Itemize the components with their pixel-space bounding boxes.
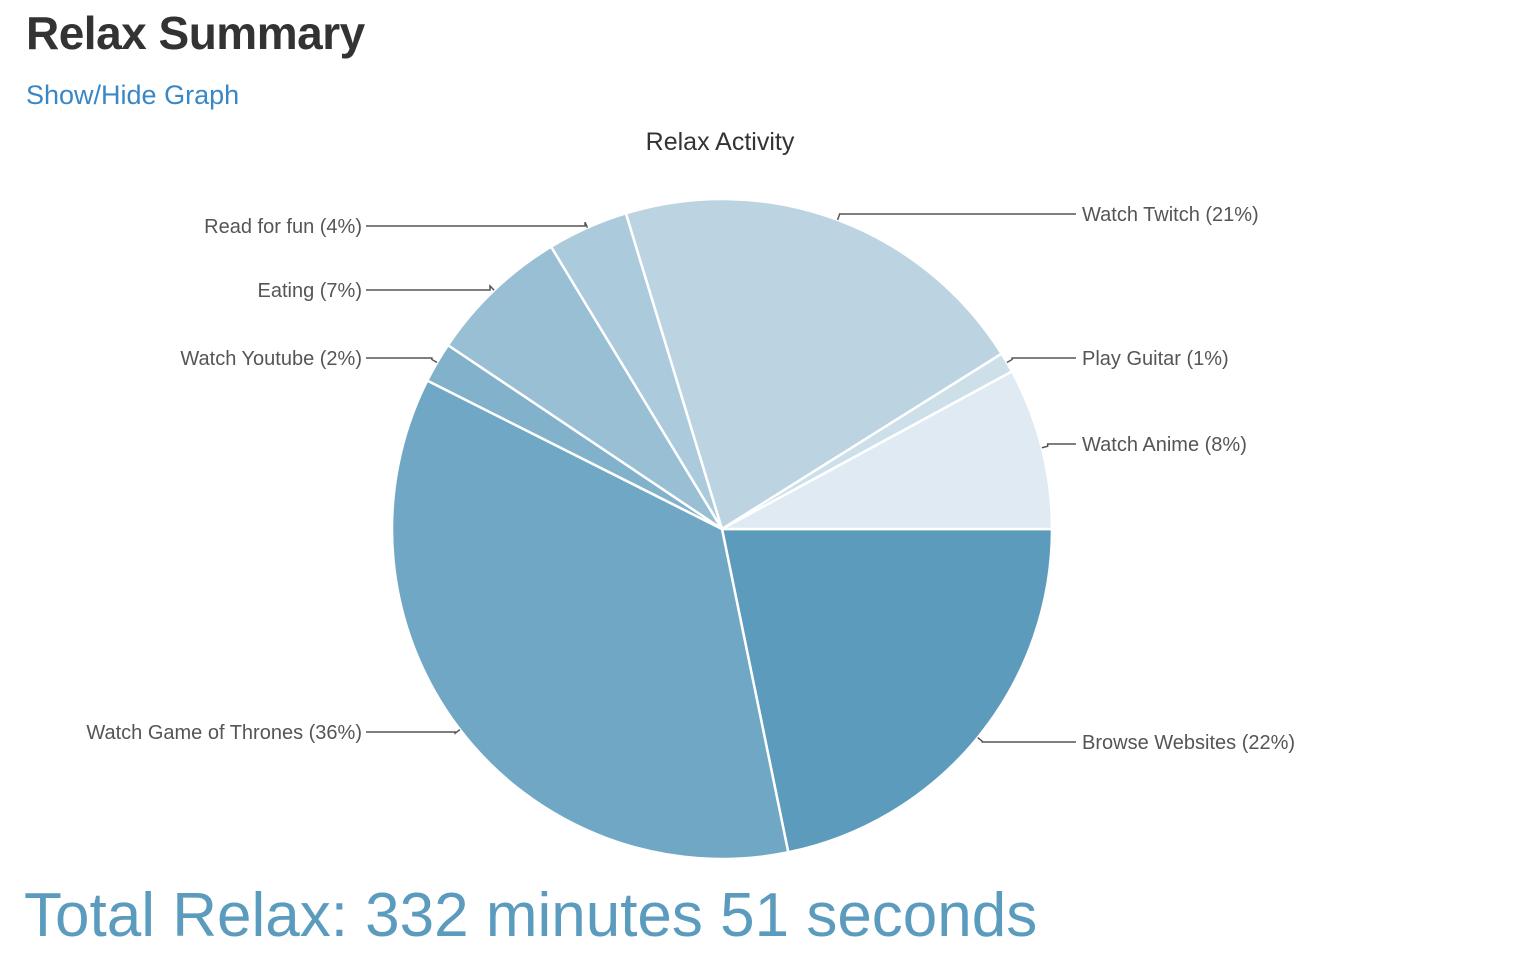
slice-label: Watch Twitch (21%) [1082,204,1259,226]
page-title: Relax Summary [26,7,365,59]
slice-label: Browse Websites (22%) [1082,732,1295,754]
pie-chart-svg: Relax Activity Browse Websites (22%) Watc… [86,128,1295,861]
pie-slice [720,527,1054,854]
label-leader-lines [366,213,1076,743]
slice-label: Watch Youtube (2%) [180,348,362,370]
pie-slice [390,378,790,861]
slice-labels: Browse Websites (22%) Watch Game of Thron… [86,204,1295,754]
slice-label: Watch Anime (8%) [1082,434,1247,456]
pie-slice [624,197,1004,531]
pie-slice [721,369,1054,531]
leader-line [1006,357,1076,364]
total-relax-time: Total Relax: 332 minutes 51 seconds [24,881,1038,950]
chart-title: Relax Activity [646,128,795,156]
leader-line [366,284,495,291]
leader-line [366,221,589,228]
leader-line [1041,443,1076,449]
leader-line [366,728,461,735]
slice-label: Read for fun (4%) [204,216,362,238]
leader-line [977,737,1076,743]
leader-line [366,357,438,364]
show-hide-graph-link[interactable]: Show/Hide Graph [26,80,240,110]
slice-label: Watch Game of Thrones (36%) [86,722,362,744]
slice-label: Play Guitar (1%) [1082,348,1229,370]
leader-line [836,213,1076,221]
slice-label: Eating (7%) [258,280,363,302]
relax-activity-chart: Relax Activity Browse Websites (22%) Watc… [0,110,1522,875]
pie-slice [446,244,724,531]
pie-slices [390,197,1054,861]
